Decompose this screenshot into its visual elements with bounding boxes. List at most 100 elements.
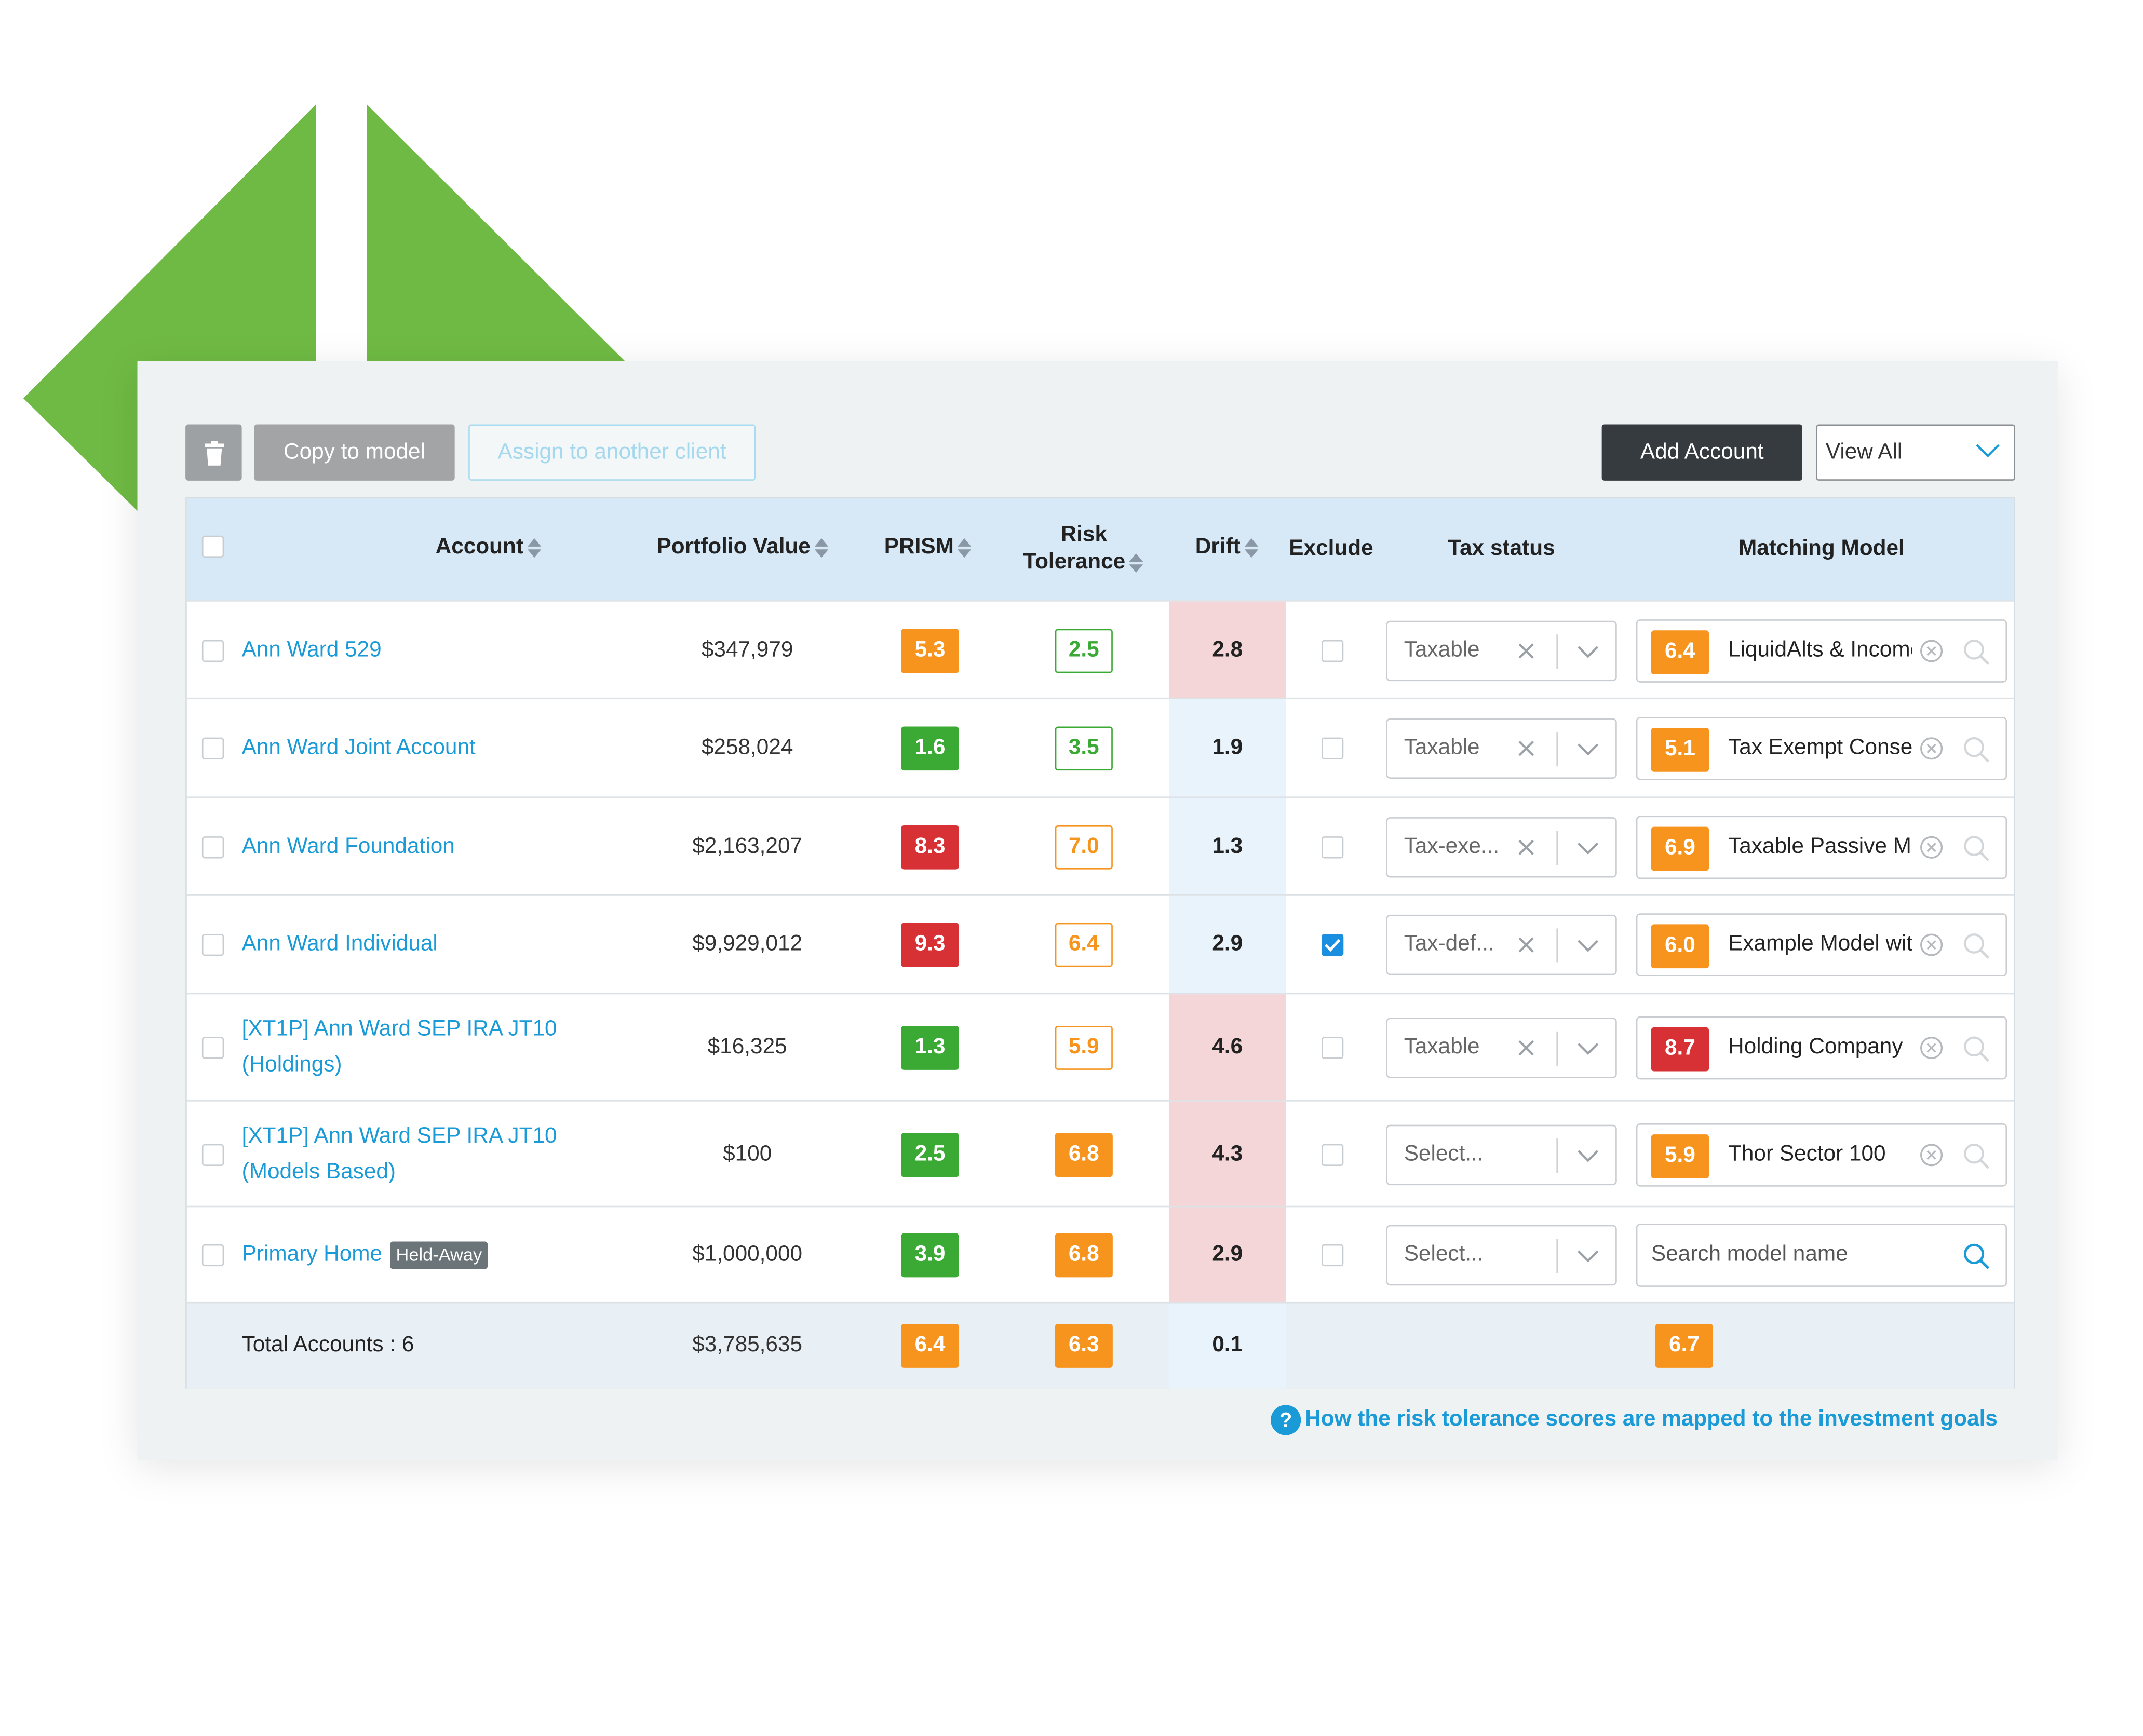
chevron-down-icon[interactable] — [1577, 841, 1599, 855]
trash-icon — [204, 440, 223, 465]
copy-to-model-button[interactable]: Copy to model — [254, 424, 455, 481]
exclude-checkbox[interactable] — [1321, 1244, 1344, 1267]
search-icon[interactable] — [1963, 1036, 1990, 1063]
matching-model-field[interactable]: 5.1 Tax Exempt Conservative — [1636, 716, 2007, 780]
matching-model-field[interactable]: 6.4 LiquidAlts & Income — [1636, 618, 2007, 682]
account-name-link[interactable]: [XT1P] Ann Ward SEP IRA JT10 (Holdings) — [241, 1018, 557, 1077]
select-divider — [1556, 633, 1558, 669]
matching-model-field[interactable]: 5.9 Thor Sector 100 — [1636, 1122, 2007, 1186]
drift-value: 2.9 — [1212, 932, 1243, 956]
chevron-down-icon[interactable] — [1577, 1149, 1599, 1162]
sort-icon — [1129, 553, 1143, 573]
risk-tolerance-badge: 6.8 — [1055, 1233, 1113, 1278]
clear-circle-icon[interactable] — [1919, 1142, 1944, 1167]
exclude-checkbox[interactable] — [1321, 737, 1344, 760]
model-search-input[interactable]: Search model name — [1651, 1243, 1848, 1267]
held-away-badge: Held-Away — [390, 1241, 488, 1269]
matching-model-field[interactable]: 6.0 Example Model with — [1636, 913, 2007, 976]
column-header-account[interactable]: Account — [366, 536, 613, 561]
chevron-down-icon[interactable] — [1577, 743, 1599, 756]
question-icon: ? — [1271, 1405, 1301, 1435]
tax-status-value: Select... — [1404, 1142, 1484, 1165]
view-filter-select[interactable]: View All — [1816, 424, 2015, 481]
row-select-checkbox[interactable] — [201, 1244, 224, 1267]
tax-status-select[interactable]: Select... — [1386, 1124, 1617, 1185]
account-name-link[interactable]: Ann Ward Foundation — [241, 834, 455, 858]
risk-mapping-help-link[interactable]: ? How the risk tolerance scores are mapp… — [1271, 1405, 1998, 1435]
matching-model-field[interactable]: 8.7 Holding Company — [1636, 1016, 2007, 1080]
exclude-checkbox[interactable] — [1321, 639, 1344, 661]
matching-model-field[interactable]: Search model name — [1636, 1224, 2007, 1287]
clear-circle-icon[interactable] — [1919, 834, 1944, 859]
account-name-link[interactable]: [XT1P] Ann Ward SEP IRA JT10 (Models Base… — [241, 1124, 557, 1184]
clear-icon[interactable] — [1517, 837, 1536, 856]
exclude-checkbox[interactable] — [1321, 1037, 1344, 1059]
chevron-down-icon[interactable] — [1577, 1250, 1599, 1263]
tax-status-select[interactable]: Select... — [1386, 1225, 1617, 1286]
table-footer-totals: Total Accounts : 6 $3,785,635 6.4 6.3 0.… — [186, 1301, 2014, 1389]
model-score-badge: 6.9 — [1651, 826, 1709, 870]
tax-status-select[interactable]: Tax-def... — [1386, 914, 1617, 975]
table-header: Account Portfolio Value PRISM Risk Toler… — [186, 498, 2014, 601]
account-name-link[interactable]: Ann Ward Individual — [241, 932, 438, 956]
prism-score-badge: 1.3 — [901, 1026, 959, 1070]
exclude-checkbox[interactable] — [1321, 835, 1344, 858]
add-account-button[interactable]: Add Account — [1601, 424, 1802, 481]
search-icon[interactable] — [1963, 1243, 1990, 1270]
model-score-badge: 6.0 — [1651, 924, 1709, 969]
account-name-link[interactable]: Ann Ward 529 — [241, 638, 382, 661]
view-filter-value: View All — [1825, 440, 1903, 464]
account-name-link[interactable]: Primary Home Held-Away — [242, 1207, 488, 1303]
drift-cell-bg — [1169, 1207, 1286, 1304]
account-name-link[interactable]: Ann Ward Joint Account — [241, 736, 476, 760]
tax-status-select[interactable]: Taxable — [1386, 718, 1617, 779]
tax-status-select[interactable]: Tax-exe... — [1386, 816, 1617, 877]
drift-value: 2.8 — [1212, 638, 1243, 661]
risk-tolerance-badge: 3.5 — [1055, 726, 1113, 771]
search-icon[interactable] — [1963, 736, 1990, 764]
portfolio-value: $347,979 — [701, 638, 793, 661]
exclude-checkbox[interactable] — [1321, 1143, 1344, 1165]
clear-circle-icon[interactable] — [1919, 932, 1944, 957]
clear-circle-icon[interactable] — [1919, 736, 1944, 761]
column-header-risk-tolerance[interactable]: Risk Tolerance — [1008, 522, 1160, 577]
exclude-checkbox[interactable] — [1321, 933, 1344, 956]
column-header-tax-status: Tax status — [1448, 537, 1555, 561]
total-prism-badge: 6.4 — [901, 1324, 959, 1368]
clear-circle-icon[interactable] — [1919, 1036, 1944, 1061]
clear-circle-icon[interactable] — [1919, 638, 1944, 663]
matching-model-field[interactable]: 6.9 Taxable Passive Model — [1636, 815, 2007, 878]
chevron-down-icon[interactable] — [1577, 1042, 1599, 1056]
delete-button[interactable] — [185, 424, 242, 481]
tax-status-select[interactable]: Taxable — [1386, 620, 1617, 681]
risk-tolerance-badge: 5.9 — [1055, 1026, 1113, 1070]
select-all-checkbox[interactable] — [201, 535, 224, 558]
clear-icon[interactable] — [1517, 739, 1536, 758]
clear-icon[interactable] — [1517, 641, 1536, 660]
row-select-checkbox[interactable] — [201, 737, 224, 760]
select-divider — [1556, 1137, 1558, 1172]
clear-icon[interactable] — [1517, 935, 1536, 955]
portfolio-value: $16,325 — [707, 1035, 787, 1059]
search-icon[interactable] — [1963, 638, 1990, 666]
tax-status-value: Taxable — [1404, 736, 1480, 760]
row-select-checkbox[interactable] — [201, 933, 224, 956]
column-header-prism[interactable]: PRISM — [867, 536, 990, 561]
select-divider — [1556, 928, 1558, 963]
tax-status-select[interactable]: Taxable — [1386, 1018, 1617, 1078]
search-icon[interactable] — [1963, 834, 1990, 862]
chevron-down-icon[interactable] — [1577, 645, 1599, 658]
row-select-checkbox[interactable] — [201, 639, 224, 661]
row-select-checkbox[interactable] — [201, 1143, 224, 1165]
column-header-portfolio-value[interactable]: Portfolio Value — [640, 536, 846, 561]
search-icon[interactable] — [1963, 932, 1990, 960]
assign-to-client-button[interactable]: Assign to another client — [468, 424, 756, 481]
chevron-down-icon[interactable] — [1577, 940, 1599, 953]
clear-icon[interactable] — [1517, 1038, 1536, 1057]
search-icon[interactable] — [1963, 1142, 1990, 1170]
row-select-checkbox[interactable] — [201, 835, 224, 858]
row-select-checkbox[interactable] — [201, 1037, 224, 1059]
column-header-drift[interactable]: Drift — [1169, 536, 1286, 561]
select-divider — [1556, 830, 1558, 865]
